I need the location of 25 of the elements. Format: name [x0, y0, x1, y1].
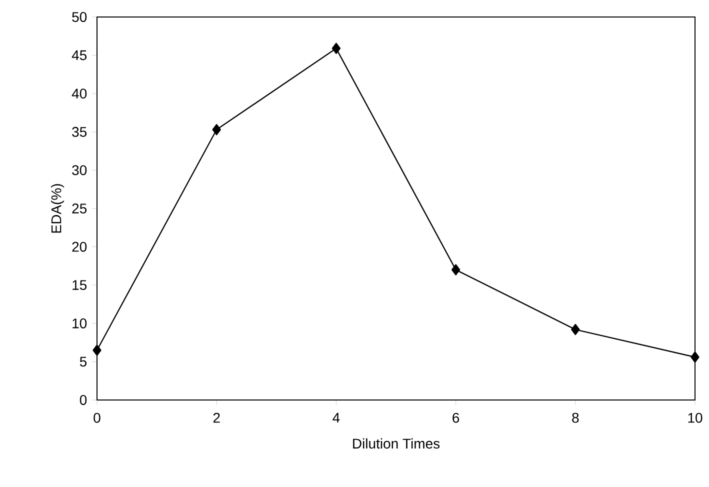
y-tick-label: 35 — [72, 126, 87, 137]
x-axis-title: Dilution Times — [353, 438, 440, 449]
y-tick-label: 50 — [72, 12, 87, 22]
y-tick-label: 5 — [80, 356, 87, 367]
y-tick-label: 25 — [72, 204, 87, 214]
y-tick-label: 40 — [72, 88, 87, 99]
y-tick-label: 20 — [72, 242, 87, 252]
y-tick-label: 10 — [72, 318, 87, 328]
point — [92, 344, 102, 356]
x-tick-label: 8 — [572, 412, 579, 423]
x-tick-label: 0 — [94, 412, 100, 423]
y-tick-label: 45 — [72, 50, 87, 60]
x-tick-label: 10 — [688, 412, 702, 423]
x-tick-label: 2 — [213, 412, 220, 423]
point — [690, 352, 700, 363]
y-tick-label: 0 — [80, 395, 87, 405]
y-tick-label: 30 — [72, 165, 87, 176]
point — [571, 324, 580, 336]
y-tick-label: 15 — [72, 280, 87, 290]
y-axis-title: EDA(%) — [50, 184, 64, 233]
x-tick-label: 4 — [332, 412, 340, 422]
point — [212, 124, 221, 136]
point — [332, 42, 341, 54]
x-tick-label: 6 — [452, 412, 460, 423]
point — [451, 264, 460, 276]
